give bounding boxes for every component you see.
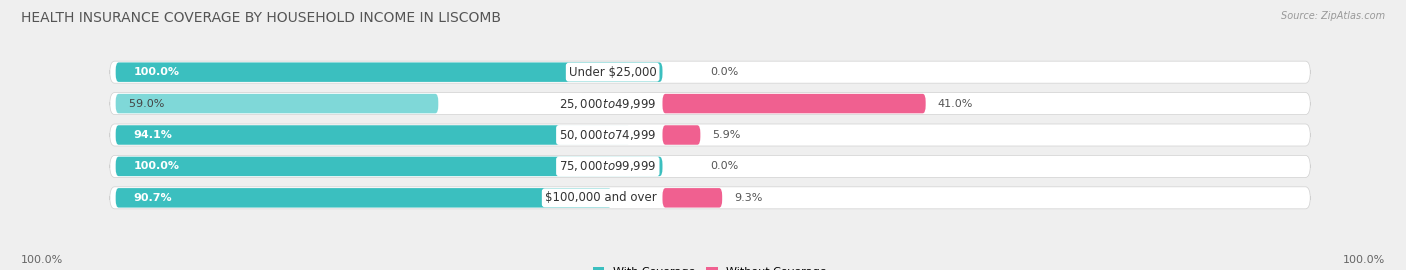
Text: 59.0%: 59.0% [122,99,165,109]
Text: Under $25,000: Under $25,000 [569,66,657,79]
FancyBboxPatch shape [110,156,1310,177]
FancyBboxPatch shape [662,94,925,113]
Text: $50,000 to $74,999: $50,000 to $74,999 [560,128,657,142]
Text: 94.1%: 94.1% [134,130,173,140]
Text: 100.0%: 100.0% [1343,255,1385,265]
FancyBboxPatch shape [110,187,1310,209]
FancyBboxPatch shape [110,61,1310,83]
Text: $25,000 to $49,999: $25,000 to $49,999 [560,97,657,111]
FancyBboxPatch shape [115,125,630,145]
FancyBboxPatch shape [115,62,662,82]
Text: HEALTH INSURANCE COVERAGE BY HOUSEHOLD INCOME IN LISCOMB: HEALTH INSURANCE COVERAGE BY HOUSEHOLD I… [21,11,501,25]
FancyBboxPatch shape [110,124,1310,146]
Text: 0.0%: 0.0% [710,67,738,77]
FancyBboxPatch shape [115,157,662,176]
FancyBboxPatch shape [115,94,439,113]
Text: 90.7%: 90.7% [134,193,172,203]
FancyBboxPatch shape [110,93,1310,114]
Text: 41.0%: 41.0% [938,99,973,109]
Legend: With Coverage, Without Coverage: With Coverage, Without Coverage [589,262,831,270]
FancyBboxPatch shape [115,188,612,208]
Text: 100.0%: 100.0% [134,67,180,77]
FancyBboxPatch shape [662,125,700,145]
Text: $75,000 to $99,999: $75,000 to $99,999 [560,159,657,173]
Text: 100.0%: 100.0% [134,161,180,171]
Text: 100.0%: 100.0% [21,255,63,265]
Text: 0.0%: 0.0% [710,161,738,171]
FancyBboxPatch shape [662,188,723,208]
Text: 9.3%: 9.3% [734,193,762,203]
Text: 5.9%: 5.9% [713,130,741,140]
Text: Source: ZipAtlas.com: Source: ZipAtlas.com [1281,11,1385,21]
Text: $100,000 and over: $100,000 and over [544,191,657,204]
